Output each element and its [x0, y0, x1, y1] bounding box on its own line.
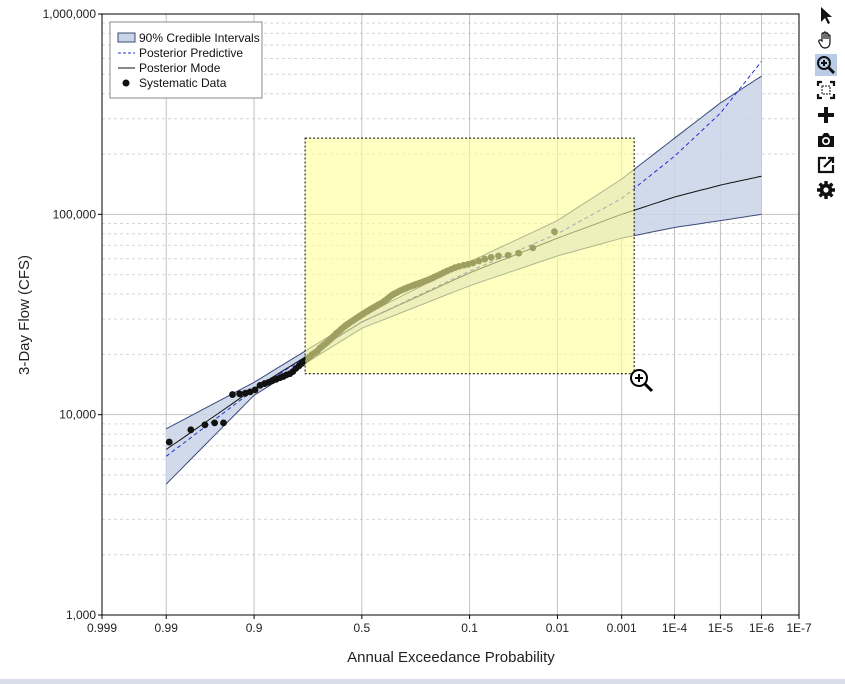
systematic-data-point — [211, 419, 219, 427]
legend-label: 90% Credible Intervals — [139, 31, 260, 45]
pointer-tool[interactable] — [815, 4, 837, 26]
systematic-data-point — [201, 421, 209, 429]
y-tick-label: 1,000,000 — [43, 7, 97, 21]
export-icon — [817, 156, 835, 174]
legend-marker-swatch — [122, 79, 130, 87]
x-tick-label: 0.1 — [461, 621, 478, 635]
x-tick-label: 1E-4 — [662, 621, 688, 635]
pan-tool[interactable] — [815, 29, 837, 51]
zoom-tool[interactable] — [815, 54, 837, 76]
arrow-pointer-icon — [821, 7, 832, 24]
camera-icon — [818, 133, 834, 147]
plus-icon — [818, 107, 834, 123]
x-tick-label: 1E-7 — [786, 621, 812, 635]
plot-border — [101, 13, 800, 616]
x-tick-label: 1E-5 — [708, 621, 734, 635]
export-tool[interactable] — [815, 154, 837, 176]
x-tick-label: 0.001 — [607, 621, 637, 635]
zoom-extents-icon — [816, 80, 836, 100]
systematic-data-point — [220, 419, 227, 427]
settings-tool[interactable] — [815, 179, 837, 201]
x-tick-labels: 0.999 0.99 0.9 0.5 0.1 0.01 0.001 1E-4 1E-5 1E-6 1… — [87, 615, 812, 635]
x-tick-label: 0.999 — [87, 621, 117, 635]
chart-toolbar — [814, 4, 840, 204]
systematic-data-point — [165, 438, 173, 446]
systematic-data-point — [229, 391, 236, 398]
zoom-extents-tool[interactable] — [815, 79, 837, 101]
legend: 90% Credible Intervals Posterior Predict… — [109, 21, 263, 99]
legend-band-swatch — [117, 32, 136, 43]
screenshot-tool[interactable] — [815, 129, 837, 151]
x-tick-label: 0.5 — [353, 621, 370, 635]
zoom-selection — [304, 137, 635, 375]
crosshair-tool[interactable] — [815, 104, 837, 126]
x-tick-label: 0.9 — [246, 621, 263, 635]
zoom-selection-rect — [304, 137, 635, 375]
gear-icon — [817, 181, 835, 199]
x-axis-title: Annual Exceedance Probability — [347, 649, 555, 666]
y-tick-labels: 1,000 10,000 100,000 1,000,000 — [43, 7, 102, 622]
y-tick-label: 1,000 — [66, 608, 96, 622]
legend-label: Posterior Predictive — [139, 46, 243, 60]
legend-label: Systematic Data — [139, 76, 227, 90]
systematic-data-point — [236, 390, 243, 398]
x-tick-label: 1E-6 — [749, 621, 775, 635]
zoom-cursor-icon — [630, 369, 654, 393]
y-axis-title: 3-Day Flow (CFS) — [16, 255, 33, 375]
hand-icon — [818, 31, 831, 49]
zoom-in-icon — [817, 56, 836, 75]
x-tick-label: 0.01 — [546, 621, 570, 635]
systematic-data-point — [187, 426, 195, 434]
x-tick-label: 0.99 — [155, 621, 179, 635]
y-tick-label: 10,000 — [59, 408, 96, 422]
y-tick-label: 100,000 — [53, 207, 97, 221]
legend-label: Posterior Mode — [139, 61, 221, 75]
systematic-data-point — [251, 386, 259, 394]
